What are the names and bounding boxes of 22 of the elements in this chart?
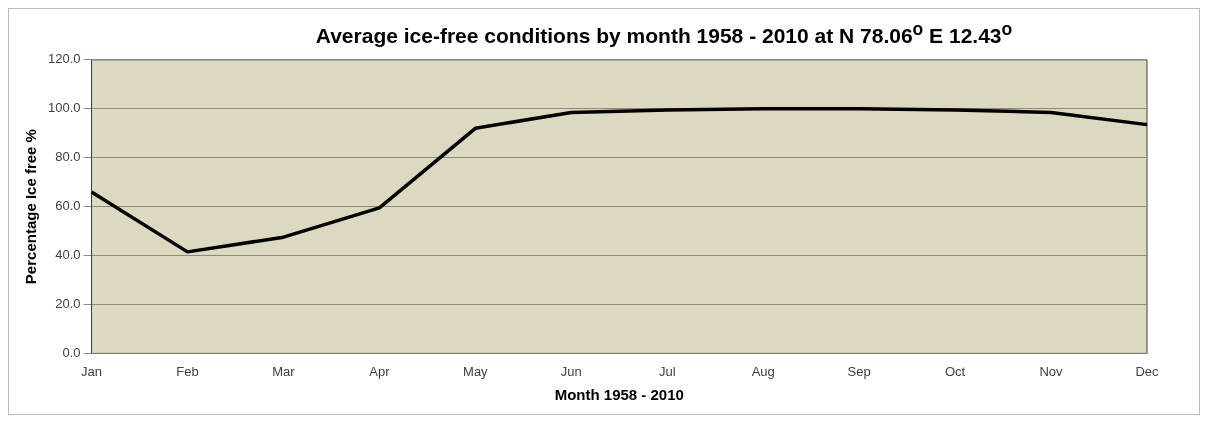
x-tick-label: Mar — [272, 363, 296, 379]
chart-title: Average ice-free conditions by month 1958 - 2010 at N 78.06$^{o}$ E 12.43$^{o}$ — [314, 18, 1014, 49]
y-tick-label: 0.0 — [62, 344, 81, 360]
y-tick-label: 40.0 — [55, 247, 81, 263]
y-tick-label: 20.0 — [55, 296, 81, 312]
x-axis-title: Month 1958 - 2010 — [554, 386, 684, 404]
y-axis-title: Percentage Ice free % — [22, 129, 40, 285]
y-tick-label: 60.0 — [55, 198, 81, 214]
x-tick-label: May — [463, 363, 489, 379]
x-tick-label: Apr — [369, 363, 391, 379]
x-tick-label: Oct — [944, 363, 966, 379]
x-tick-label: Dec — [1135, 363, 1160, 379]
y-tick-label: 100.0 — [47, 100, 81, 116]
y-tick-label: 80.0 — [55, 149, 81, 165]
x-tick-label: Sep — [847, 363, 871, 379]
x-tick-label: Feb — [176, 363, 199, 379]
x-tick-label: Jul — [658, 363, 676, 379]
x-tick-label: Aug — [751, 363, 775, 379]
x-tick-label: Jan — [81, 363, 103, 379]
x-tick-label: Nov — [1039, 363, 1064, 379]
x-tick-label: Jun — [560, 363, 582, 379]
y-tick-label: 120.0 — [47, 51, 81, 67]
